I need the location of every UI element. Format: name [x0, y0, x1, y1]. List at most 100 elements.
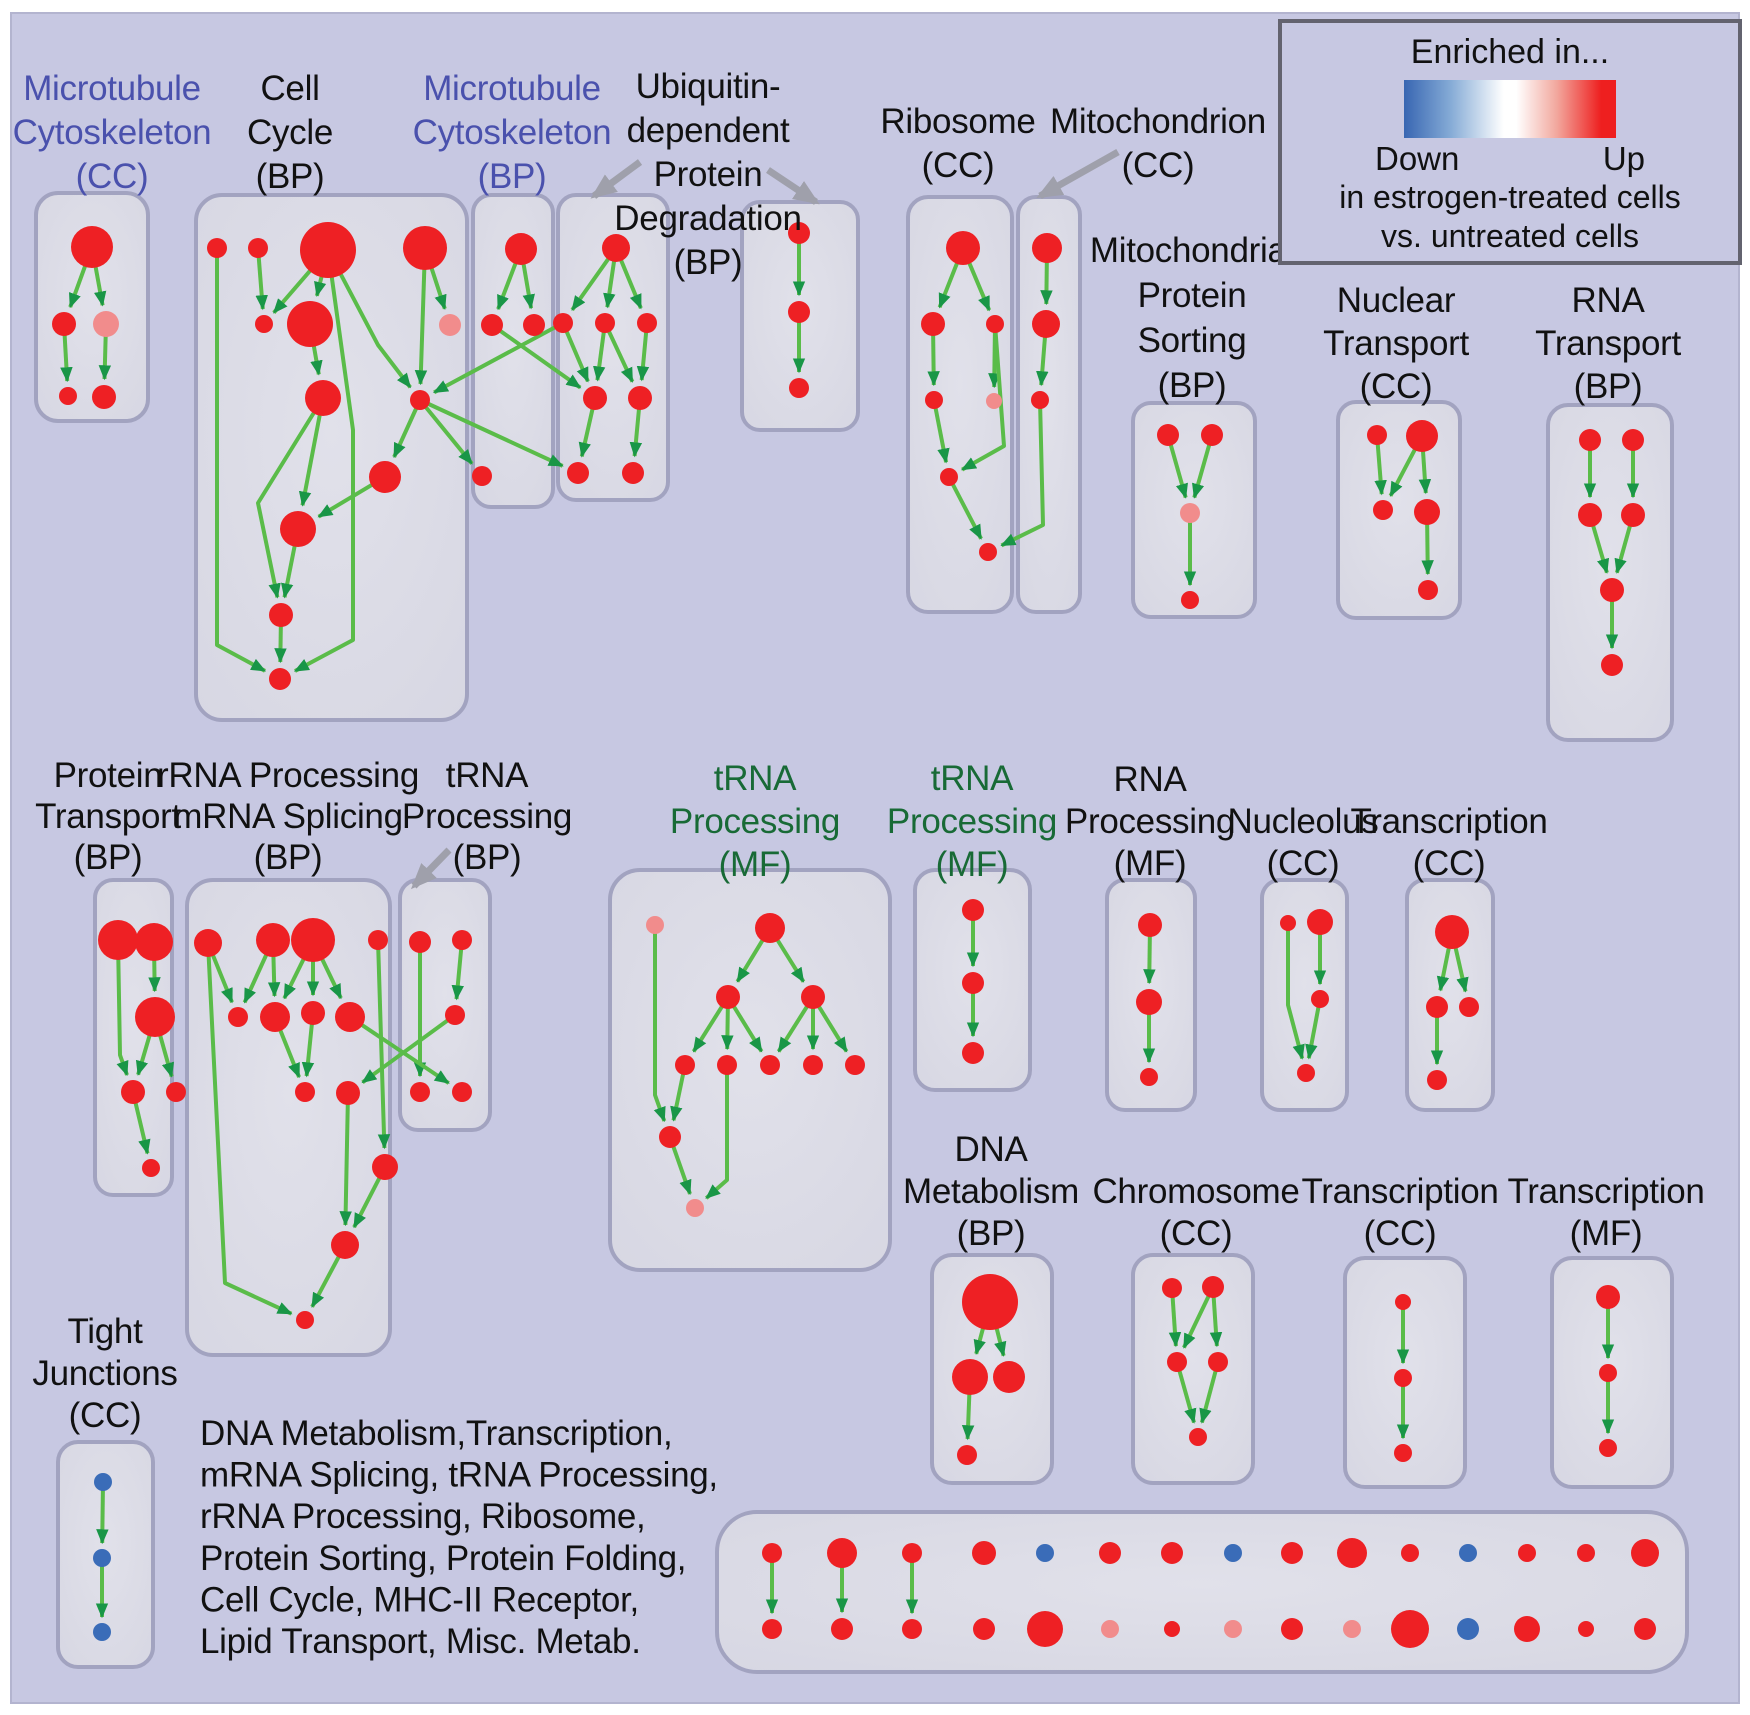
go-term-node-misc-cluster-strip — [1457, 1618, 1479, 1640]
label-ubiquitin-dependent-protein-degradation-bp: Ubiquitin- — [636, 67, 781, 106]
go-term-node-mitochondrial-protein-sorting-box — [1157, 424, 1179, 446]
label-cell-cycle-bp: Cell — [260, 69, 319, 108]
go-term-node-ribosome-cc-box — [946, 231, 980, 265]
label-transcription-cc-bottom: Transcription — [1301, 1172, 1498, 1211]
nuclear-transport-box — [1336, 400, 1462, 620]
go-term-node-rrna-processing-mrna-splicing-box — [228, 1007, 248, 1027]
go-term-node-rna-processing-mf-box — [1140, 1068, 1158, 1086]
go-term-node-nuclear-transport-box — [1406, 420, 1438, 452]
label-rrna-processing-mrna-splicing-bp: rRNA Processing — [157, 756, 419, 795]
go-term-node-misc-cluster-strip — [1578, 1621, 1594, 1637]
label-tight-junctions-cc: Junctions — [32, 1354, 177, 1393]
go-term-node-ubiquitin-degradation-box-1 — [602, 234, 630, 262]
go-term-node-misc-cluster-strip — [1631, 1539, 1659, 1567]
go-term-node-misc-cluster-strip — [827, 1538, 857, 1568]
label-trna-processing-mf-1: Processing — [670, 802, 840, 841]
go-term-node-nucleolus-cc-box — [1307, 909, 1333, 935]
go-term-node-rna-transport-box — [1601, 654, 1623, 676]
label-nuclear-transport-cc: Nuclear — [1337, 281, 1456, 320]
label-mitochondrion-cc: (CC) — [1122, 146, 1195, 185]
go-term-node-tight-junctions-box — [93, 1623, 111, 1641]
go-term-node-nuclear-transport-box — [1418, 580, 1438, 600]
label-rna-processing-mf: RNA — [1114, 760, 1188, 799]
go-term-node-microtubule-cytoskeleton-bp-box — [523, 314, 545, 336]
go-term-node-cell-cycle-bp-box — [248, 238, 268, 258]
go-term-node-rrna-processing-mrna-splicing-box — [301, 1001, 325, 1025]
label-transcription-mf: (MF) — [1570, 1214, 1643, 1253]
legend-down-label: Down — [1375, 140, 1460, 177]
go-term-node-nucleolus-cc-box — [1311, 990, 1329, 1008]
go-term-node-microtubule-cytoskeleton-bp-box — [505, 233, 537, 265]
go-term-node-cell-cycle-bp-box — [305, 380, 341, 416]
go-term-node-nuclear-transport-box — [1414, 499, 1440, 525]
go-term-node-ribosome-cc-box — [940, 468, 958, 486]
go-term-node-dna-metabolism-box — [952, 1359, 988, 1395]
go-term-node-ubiquitin-degradation-box-1 — [628, 386, 652, 410]
go-term-node-mitochondrion-cc-box — [1032, 233, 1062, 263]
label-trna-processing-mf-1: tRNA — [714, 759, 797, 798]
go-term-node-misc-cluster-strip — [902, 1543, 922, 1563]
go-term-node-rrna-processing-mrna-splicing-box — [291, 918, 335, 962]
relation-arrow — [256, 396, 325, 599]
relation-arrow — [96, 1481, 109, 1545]
label-rrna-processing-mrna-splicing-bp: mRNA Splicing — [173, 797, 403, 836]
go-term-node-protein-transport-box — [121, 1080, 145, 1104]
go-term-node-trna-processing-mf-box-1 — [801, 985, 825, 1009]
label-protein-transport-bp: (BP) — [74, 838, 143, 877]
relation-arrow — [1305, 998, 1322, 1060]
label-misc-categories: Lipid Transport, Misc. Metab. — [200, 1622, 641, 1661]
go-term-node-rrna-processing-mrna-splicing-box — [260, 1002, 290, 1032]
label-mitochondrion-cc: Mitochondrion — [1050, 102, 1266, 141]
label-transcription-mf: Transcription — [1507, 1172, 1704, 1211]
relation-arrow — [361, 1013, 457, 1085]
transcription-cc-mid-box — [1405, 878, 1495, 1112]
relation-arrow — [1286, 923, 1305, 1060]
label-microtubule-cytoskeleton-bp: Cytoskeleton — [413, 113, 612, 152]
go-term-node-rrna-processing-mrna-splicing-box — [336, 1081, 360, 1105]
label-trna-processing-bp: Processing — [402, 797, 572, 836]
go-term-node-trna-processing-mf-box-1 — [803, 1055, 823, 1075]
microtubule-cytoskeleton-cc-box — [34, 191, 150, 423]
label-microtubule-cytoskeleton-cc: Microtubule — [23, 69, 201, 108]
go-term-node-rna-processing-mf-box — [1136, 989, 1162, 1015]
label-rna-processing-mf: Processing — [1065, 802, 1235, 841]
go-term-node-nuclear-transport-box — [1373, 500, 1393, 520]
go-term-node-misc-cluster-strip — [1343, 1620, 1361, 1638]
relation-arrow — [704, 1065, 729, 1200]
label-ribosome-cc: (CC) — [922, 146, 995, 185]
go-term-node-rna-transport-box — [1578, 503, 1602, 527]
label-mitochondrial-protein-sorting-bp: Mitochondrial — [1090, 231, 1294, 270]
relation-arrow — [326, 249, 412, 389]
go-term-node-tight-junctions-box — [94, 1473, 112, 1491]
relation-arrow — [215, 248, 267, 673]
chromosome-cc-box — [1131, 1253, 1255, 1485]
go-term-node-cell-cycle-bp-box — [403, 226, 447, 270]
relation-arrow — [293, 249, 355, 673]
go-term-node-misc-cluster-strip — [1224, 1544, 1242, 1562]
go-term-node-ribosome-cc-box — [979, 543, 997, 561]
go-term-node-protein-transport-box — [166, 1082, 186, 1102]
relation-arrow — [376, 939, 391, 1150]
label-tight-junctions-cc: (CC) — [69, 1396, 142, 1435]
label-microtubule-cytoskeleton-cc: (CC) — [76, 157, 149, 196]
label-trna-processing-mf-2: Processing — [887, 802, 1057, 841]
label-microtubule-cytoskeleton-bp: Microtubule — [423, 69, 601, 108]
go-term-node-transcription-cc-bottom-box — [1394, 1444, 1412, 1462]
label-misc-categories: DNA Metabolism,Transcription, — [200, 1414, 672, 1453]
label-nuclear-transport-cc: (CC) — [1360, 367, 1433, 406]
label-trna-processing-mf-2: tRNA — [931, 759, 1014, 798]
go-term-node-microtubule-cytoskeleton-cc-box — [71, 226, 113, 268]
label-rrna-processing-mrna-splicing-bp: (BP) — [254, 838, 323, 877]
go-term-node-microtubule-cytoskeleton-cc-box — [59, 387, 77, 405]
go-term-node-dna-metabolism-box — [993, 1361, 1025, 1393]
label-ubiquitin-dependent-protein-degradation-bp: Degradation — [614, 199, 801, 238]
legend-caption-line2: vs. untreated cells — [1381, 218, 1639, 254]
go-term-node-ribosome-cc-box — [921, 312, 945, 336]
label-rna-transport-bp: RNA — [1572, 281, 1646, 320]
relation-arrow — [116, 939, 129, 1077]
go-term-node-ubiquitin-degradation-box-2 — [789, 378, 809, 398]
go-term-node-transcription-cc-mid-box — [1426, 996, 1448, 1018]
go-term-node-trna-processing-bp-box — [409, 931, 431, 953]
label-microtubule-cytoskeleton-bp: (BP) — [478, 157, 547, 196]
label-protein-transport-bp: Transport — [35, 797, 181, 836]
